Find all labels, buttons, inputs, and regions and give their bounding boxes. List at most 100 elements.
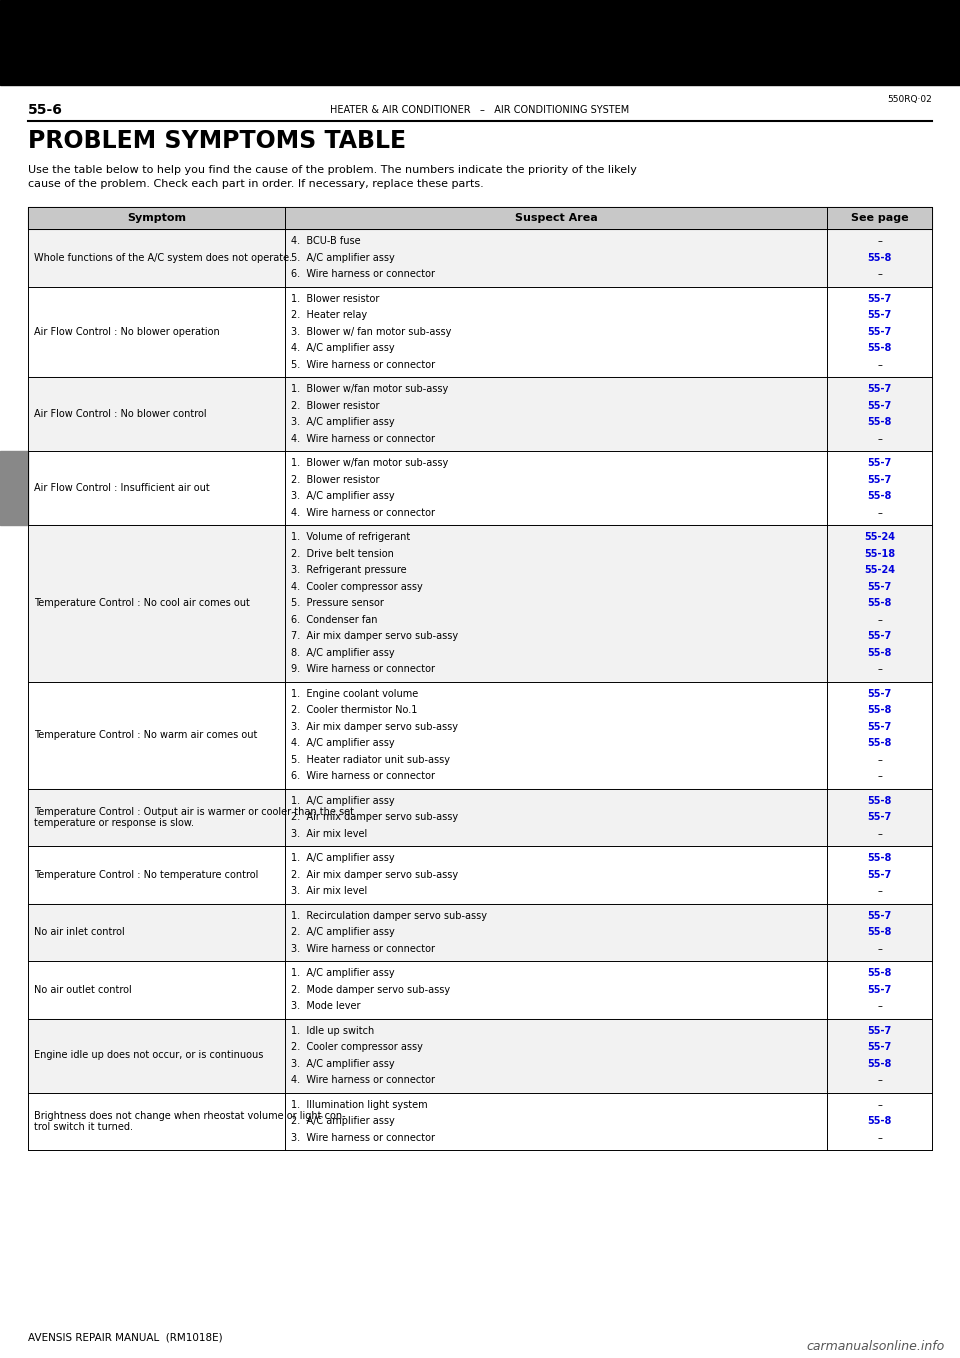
Text: 55-8: 55-8 — [867, 739, 892, 748]
Text: 1.  Blower resistor: 1. Blower resistor — [291, 293, 379, 304]
Text: 55-7: 55-7 — [868, 293, 892, 304]
Text: HEATER & AIR CONDITIONER   –   AIR CONDITIONING SYSTEM: HEATER & AIR CONDITIONER – AIR CONDITION… — [330, 105, 630, 115]
Bar — [28, 287, 932, 378]
Text: 55-7: 55-7 — [868, 458, 892, 469]
Text: 55-7: 55-7 — [868, 581, 892, 592]
Text: 5.  Wire harness or connector: 5. Wire harness or connector — [291, 360, 435, 369]
Text: 3.  A/C amplifier assy: 3. A/C amplifier assy — [291, 1059, 395, 1069]
Text: 2.  A/C amplifier assy: 2. A/C amplifier assy — [291, 928, 395, 937]
Text: –: – — [877, 615, 882, 625]
Text: Suspect Area: Suspect Area — [515, 213, 597, 223]
Text: 3.  Mode lever: 3. Mode lever — [291, 1001, 361, 1012]
Text: 2.  Cooler thermistor No.1: 2. Cooler thermistor No.1 — [291, 705, 418, 716]
Text: –: – — [877, 236, 882, 246]
Text: 4.  Wire harness or connector: 4. Wire harness or connector — [291, 1076, 435, 1085]
Text: 55-7: 55-7 — [868, 327, 892, 337]
Bar — [28, 846, 932, 903]
Text: 4.  Cooler compressor assy: 4. Cooler compressor assy — [291, 581, 422, 592]
Text: Temperature Control : No temperature control: Temperature Control : No temperature con… — [34, 869, 258, 880]
Text: –: – — [877, 269, 882, 280]
Text: 3.  Air mix level: 3. Air mix level — [291, 828, 368, 839]
Text: 8.  A/C amplifier assy: 8. A/C amplifier assy — [291, 648, 395, 657]
Text: 5.  A/C amplifier assy: 5. A/C amplifier assy — [291, 253, 395, 262]
Text: 1.  Idle up switch: 1. Idle up switch — [291, 1025, 374, 1036]
Text: 6.  Condenser fan: 6. Condenser fan — [291, 615, 377, 625]
Text: –: – — [877, 433, 882, 444]
Text: 55-7: 55-7 — [868, 401, 892, 410]
Text: 55-7: 55-7 — [868, 689, 892, 699]
Bar — [28, 1092, 932, 1150]
Text: 4.  A/C amplifier assy: 4. A/C amplifier assy — [291, 739, 395, 748]
Text: –: – — [877, 771, 882, 781]
Text: 1.  Illumination light system: 1. Illumination light system — [291, 1100, 427, 1109]
Text: –: – — [877, 1076, 882, 1085]
Text: 1.  A/C amplifier assy: 1. A/C amplifier assy — [291, 853, 395, 864]
Text: 3.  Air mix level: 3. Air mix level — [291, 887, 368, 896]
Text: –: – — [877, 508, 882, 517]
Bar — [28, 451, 932, 526]
Text: 55-8: 55-8 — [867, 968, 892, 978]
Text: Brightness does not change when rheostat volume or light con-: Brightness does not change when rheostat… — [34, 1111, 346, 1120]
Bar — [28, 206, 932, 230]
Text: 5.  Pressure sensor: 5. Pressure sensor — [291, 599, 384, 608]
Text: 55-7: 55-7 — [868, 475, 892, 485]
Bar — [28, 903, 932, 961]
Text: 6.  Wire harness or connector: 6. Wire harness or connector — [291, 771, 435, 781]
Text: Symptom: Symptom — [127, 213, 186, 223]
Text: No air inlet control: No air inlet control — [34, 928, 125, 937]
Text: Temperature Control : No warm air comes out: Temperature Control : No warm air comes … — [34, 731, 257, 740]
Bar — [28, 682, 932, 789]
Text: –: – — [877, 1100, 882, 1109]
Text: 4.  Wire harness or connector: 4. Wire harness or connector — [291, 433, 435, 444]
Text: 3.  A/C amplifier assy: 3. A/C amplifier assy — [291, 417, 395, 428]
Text: 2.  Drive belt tension: 2. Drive belt tension — [291, 549, 394, 558]
Text: 55-6: 55-6 — [28, 103, 62, 117]
Text: Temperature Control : Output air is warmer or cooler than the set: Temperature Control : Output air is warm… — [34, 807, 354, 816]
Text: 3.  Wire harness or connector: 3. Wire harness or connector — [291, 944, 435, 953]
Text: 55-7: 55-7 — [868, 384, 892, 394]
Bar — [28, 1018, 932, 1092]
Text: –: – — [877, 1001, 882, 1012]
Text: 55-7: 55-7 — [868, 1025, 892, 1036]
Text: 3.  Refrigerant pressure: 3. Refrigerant pressure — [291, 565, 407, 576]
Text: 55-8: 55-8 — [867, 599, 892, 608]
Text: 2.  Cooler compressor assy: 2. Cooler compressor assy — [291, 1042, 422, 1052]
Text: 4.  A/C amplifier assy: 4. A/C amplifier assy — [291, 344, 395, 353]
Text: No air outlet control: No air outlet control — [34, 985, 132, 995]
Text: 3.  Blower w/ fan motor sub-assy: 3. Blower w/ fan motor sub-assy — [291, 327, 451, 337]
Text: 55-7: 55-7 — [868, 1042, 892, 1052]
Text: 55-24: 55-24 — [864, 565, 895, 576]
Text: 55-7: 55-7 — [868, 911, 892, 921]
Text: 55-8: 55-8 — [867, 344, 892, 353]
Text: 3.  A/C amplifier assy: 3. A/C amplifier assy — [291, 492, 395, 501]
Text: 55-7: 55-7 — [868, 985, 892, 995]
Text: PROBLEM SYMPTOMS TABLE: PROBLEM SYMPTOMS TABLE — [28, 129, 406, 153]
Text: 55-24: 55-24 — [864, 532, 895, 542]
Text: Air Flow Control : No blower control: Air Flow Control : No blower control — [34, 409, 206, 420]
Text: 55-7: 55-7 — [868, 310, 892, 320]
Text: 3.  Air mix damper servo sub-assy: 3. Air mix damper servo sub-assy — [291, 721, 458, 732]
Text: 2.  Air mix damper servo sub-assy: 2. Air mix damper servo sub-assy — [291, 869, 458, 880]
Text: 1.  A/C amplifier assy: 1. A/C amplifier assy — [291, 968, 395, 978]
Text: 2.  Heater relay: 2. Heater relay — [291, 310, 367, 320]
Bar — [28, 961, 932, 1018]
Text: 2.  Blower resistor: 2. Blower resistor — [291, 401, 379, 410]
Bar — [0, 0, 960, 86]
Text: 55-8: 55-8 — [867, 492, 892, 501]
Text: 55-18: 55-18 — [864, 549, 895, 558]
Text: 55-8: 55-8 — [867, 648, 892, 657]
Text: 2.  Blower resistor: 2. Blower resistor — [291, 475, 379, 485]
Bar — [28, 378, 932, 451]
Text: 55-7: 55-7 — [868, 631, 892, 641]
Text: 55-8: 55-8 — [867, 853, 892, 864]
Text: 55-8: 55-8 — [867, 253, 892, 262]
Text: 55-7: 55-7 — [868, 869, 892, 880]
Text: See page: See page — [851, 213, 908, 223]
Text: Air Flow Control : No blower operation: Air Flow Control : No blower operation — [34, 327, 220, 337]
Text: temperature or response is slow.: temperature or response is slow. — [34, 818, 194, 828]
Text: –: – — [877, 755, 882, 765]
Text: 1.  Blower w/fan motor sub-assy: 1. Blower w/fan motor sub-assy — [291, 384, 448, 394]
Text: 1.  Volume of refrigerant: 1. Volume of refrigerant — [291, 532, 410, 542]
Text: 1.  A/C amplifier assy: 1. A/C amplifier assy — [291, 796, 395, 805]
Text: AVENSIS REPAIR MANUAL  (RM1018E): AVENSIS REPAIR MANUAL (RM1018E) — [28, 1334, 223, 1343]
